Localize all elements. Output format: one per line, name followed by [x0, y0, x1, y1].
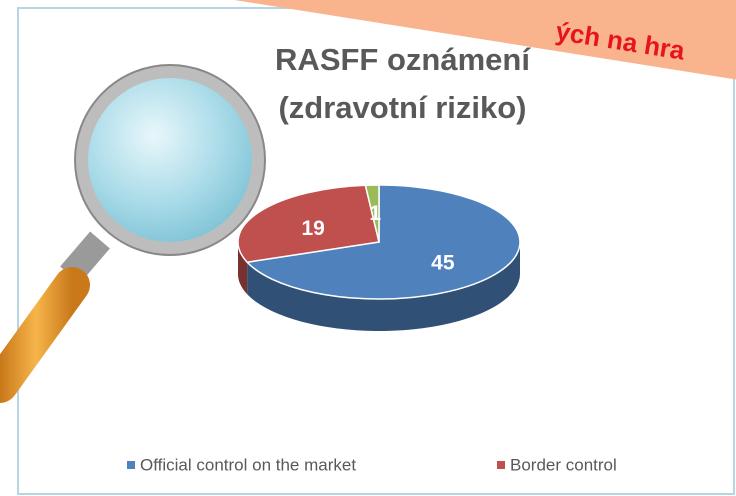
- slice: [245, 184, 521, 300]
- pie: 45 19 1: [237, 184, 521, 331]
- magnifier-lens: [88, 78, 252, 242]
- legend-swatch: [127, 461, 135, 469]
- legend: Official control on the market Border con…: [127, 455, 617, 474]
- slice-side: [247, 242, 520, 331]
- chart-title: RASFF oznámení (zdravotní riziko): [275, 42, 530, 125]
- slice-side: [238, 242, 248, 295]
- data-label: 45: [431, 251, 455, 274]
- magnifier-handle: [0, 267, 90, 403]
- slice: [237, 184, 380, 264]
- slice: [364, 184, 380, 243]
- legend-label: Border control: [510, 455, 617, 474]
- legend-swatch: [497, 461, 505, 469]
- data-label: 19: [301, 217, 324, 240]
- banner-box: [226, 0, 736, 87]
- legend-label: Official control on the market: [140, 455, 356, 474]
- magnifier: [0, 64, 266, 403]
- data-label: 1: [369, 202, 381, 225]
